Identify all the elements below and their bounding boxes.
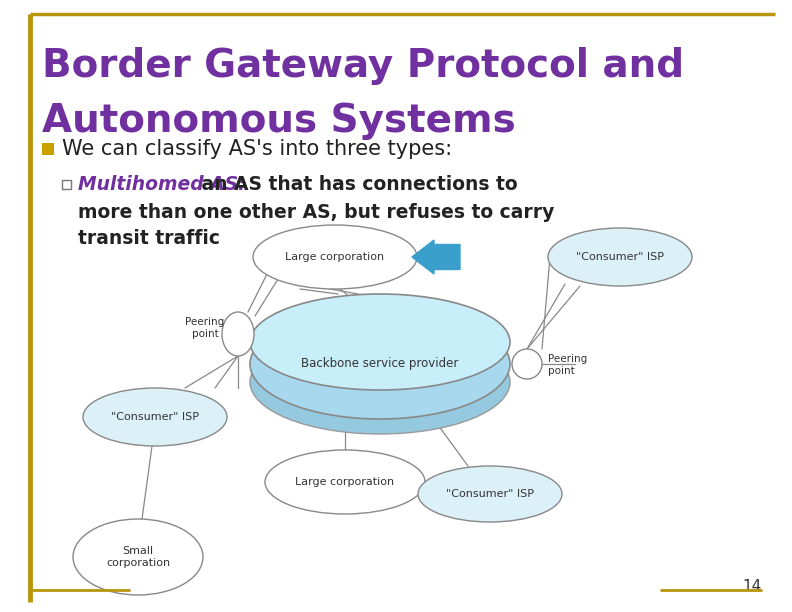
Text: Large corporation: Large corporation (285, 252, 385, 262)
Text: more than one other AS, but refuses to carry: more than one other AS, but refuses to c… (78, 203, 554, 222)
Ellipse shape (265, 450, 425, 514)
Text: "Consumer" ISP: "Consumer" ISP (111, 412, 199, 422)
Text: Border Gateway Protocol and: Border Gateway Protocol and (42, 47, 684, 85)
Text: Multihomed AS:: Multihomed AS: (78, 176, 246, 195)
Ellipse shape (73, 519, 203, 595)
FancyArrow shape (412, 240, 460, 274)
Text: Large corporation: Large corporation (295, 477, 394, 487)
Ellipse shape (250, 309, 510, 419)
Text: an AS that has connections to: an AS that has connections to (195, 176, 518, 195)
Ellipse shape (250, 330, 510, 434)
Ellipse shape (418, 466, 562, 522)
Ellipse shape (548, 228, 692, 286)
Text: Small
corporation: Small corporation (106, 546, 170, 568)
Bar (42, 143, 54, 155)
Text: 14: 14 (743, 579, 762, 594)
Text: "Consumer" ISP: "Consumer" ISP (446, 489, 534, 499)
Text: "Consumer" ISP: "Consumer" ISP (576, 252, 664, 262)
Text: transit traffic: transit traffic (78, 230, 220, 248)
Text: Peering
point: Peering point (185, 317, 225, 338)
Bar (62, 180, 71, 189)
Ellipse shape (83, 388, 227, 446)
Text: Backbone service provider: Backbone service provider (301, 357, 459, 370)
Ellipse shape (250, 294, 510, 390)
Text: Autonomous Systems: Autonomous Systems (42, 102, 516, 140)
Ellipse shape (253, 225, 417, 289)
Text: Peering
point: Peering point (548, 354, 587, 376)
Text: We can classify AS's into three types:: We can classify AS's into three types: (62, 139, 452, 159)
Ellipse shape (512, 349, 542, 379)
Ellipse shape (222, 312, 254, 356)
